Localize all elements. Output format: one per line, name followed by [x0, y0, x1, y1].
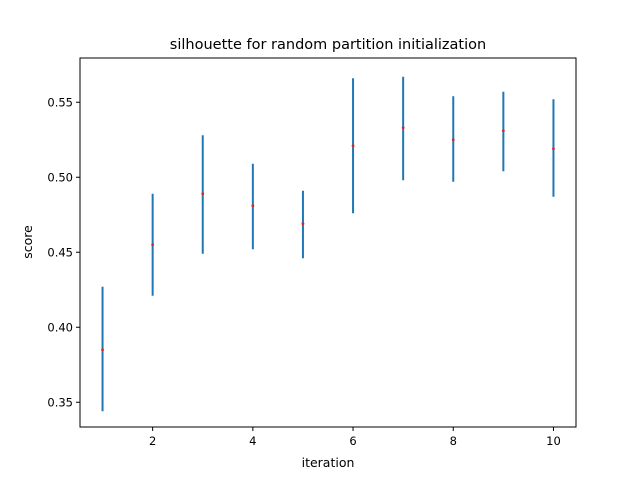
x-tick-label: 2: [149, 434, 156, 448]
mean-point-iteration-6: [351, 144, 355, 148]
mean-point-iteration-7: [401, 126, 405, 130]
mean-point-iteration-10: [552, 147, 555, 151]
y-tick-label: 0.55: [47, 95, 73, 109]
x-tick-label: 4: [249, 434, 256, 448]
mean-point-iteration-8: [451, 138, 455, 142]
chart-title: silhouette for random partition initiali…: [170, 37, 486, 53]
y-axis-ticks: 0.35 0.40 0.45 0.50 0.55: [47, 95, 80, 409]
plot-background: [80, 58, 576, 427]
mean-point-iteration-4: [251, 204, 255, 208]
y-tick-label: 0.45: [47, 245, 73, 259]
x-axis-label: iteration: [302, 455, 355, 470]
x-tick-label: 8: [450, 434, 457, 448]
y-axis-label: score: [20, 225, 35, 259]
mean-point-iteration-3: [201, 192, 205, 196]
x-tick-label: 10: [546, 434, 561, 448]
marker-layer: [101, 126, 555, 352]
mean-point-iteration-5: [301, 222, 305, 226]
mean-point-iteration-9: [501, 129, 505, 133]
x-tick-label: 6: [349, 434, 356, 448]
mean-point-iteration-1: [101, 348, 104, 352]
y-tick-label: 0.50: [47, 170, 73, 184]
y-tick-label: 0.35: [47, 395, 73, 409]
plot-frame: [79, 57, 577, 428]
y-tick-label: 0.40: [47, 320, 73, 334]
mean-point-iteration-2: [151, 243, 155, 247]
x-axis-ticks: 2 4 6 8 10: [149, 427, 561, 448]
